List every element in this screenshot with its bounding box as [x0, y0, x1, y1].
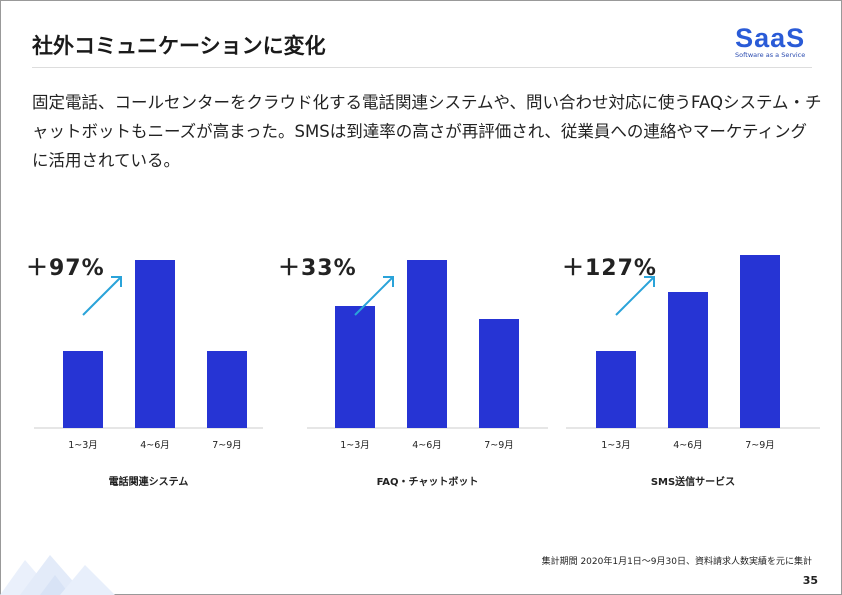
bar-3 [740, 255, 780, 428]
bar-2 [407, 260, 447, 428]
mountains-decoration [0, 555, 115, 595]
category-label: 4~6月 [673, 440, 703, 451]
category-label: 1~3月 [340, 440, 370, 451]
logo-tagline: Software as a Service [735, 51, 806, 59]
bar-3 [207, 351, 247, 428]
growth-label: ＋33% [278, 256, 357, 281]
title-divider [32, 67, 812, 68]
category-label: 1~3月 [68, 440, 98, 451]
bar-2 [668, 292, 708, 428]
bar-1 [596, 351, 636, 428]
growth-arrow-icon [615, 276, 655, 316]
bar-2 [135, 260, 175, 428]
chart-title: 電話関連システム [109, 475, 189, 488]
arrow-head-icon [383, 276, 394, 287]
category-label: 7~9月 [745, 440, 775, 451]
category-label: 7~9月 [484, 440, 514, 451]
bar-3 [479, 319, 519, 428]
category-label: 4~6月 [412, 440, 442, 451]
growth-label: ＋127% [562, 256, 657, 281]
growth-label: ＋97% [26, 256, 105, 281]
growth-arrow-icon [82, 276, 122, 316]
arrow-head-icon [111, 276, 122, 287]
page-number: 35 [802, 574, 818, 587]
description: 固定電話、コールセンターをクラウド化する電話関連システムや、問い合わせ対応に使う… [32, 93, 822, 170]
category-label: 1~3月 [601, 440, 631, 451]
bar-1 [63, 351, 103, 428]
footnote: 集計期間 2020年1月1日〜9月30日、資料請求人数実績を元に集計 [541, 557, 812, 567]
saas-logo: SaaS Software as a Service [735, 23, 806, 60]
category-label: 4~6月 [140, 440, 170, 451]
arrow-head-icon [644, 276, 655, 287]
chart-title: SMS送信サービス [651, 475, 735, 488]
chart-title: FAQ・チャットボット [377, 475, 479, 488]
page-title: 社外コミュニケーションに変化 [32, 34, 326, 58]
bar-1 [335, 306, 375, 428]
logo-text: SaaS [735, 23, 806, 53]
growth-arrow-icon [354, 276, 394, 316]
category-label: 7~9月 [212, 440, 242, 451]
